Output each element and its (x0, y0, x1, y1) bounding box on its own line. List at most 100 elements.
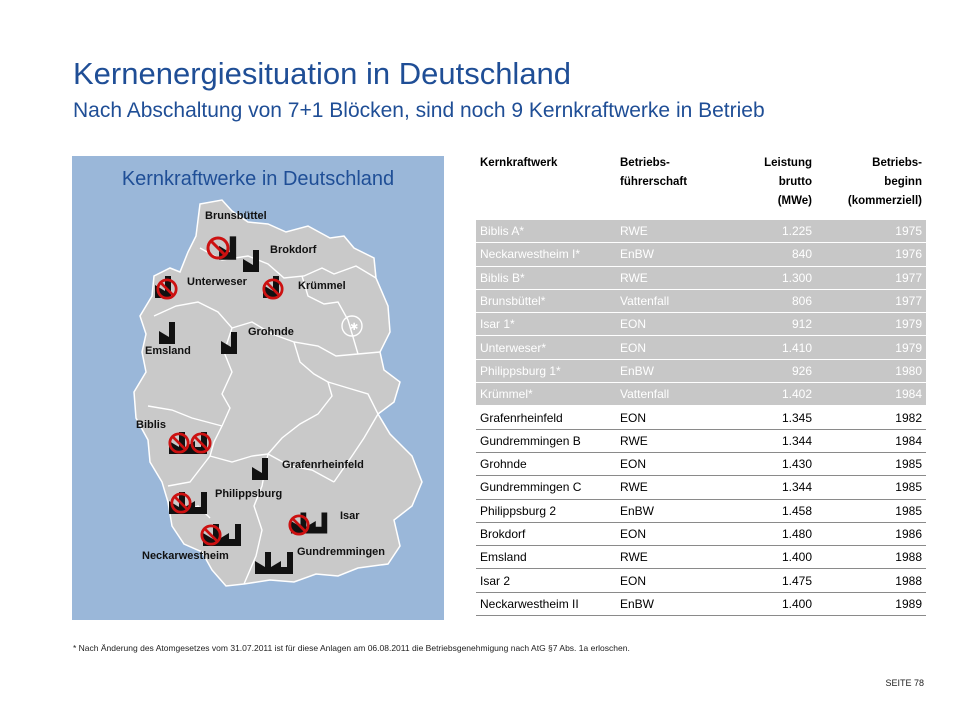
cell-start: 1989 (816, 592, 926, 617)
cell-operator: EON (616, 452, 726, 477)
cell-name: Gundremmingen C (476, 475, 616, 500)
header-power: Leistung brutto (MWe) (764, 157, 812, 207)
cell-power: 1.410 (726, 335, 816, 360)
cell-operator: EON (616, 568, 726, 593)
label-gundremmingen: Gundremmingen (297, 546, 386, 558)
cell-power: 1.475 (726, 568, 816, 593)
page-subtitle: Nach Abschaltung von 7+1 Blöcken, sind n… (73, 99, 765, 122)
cell-name: Grohnde (476, 452, 616, 477)
cell-start: 1986 (816, 522, 926, 547)
table-row: Brokdorf EON 1.480 1986 (476, 522, 926, 547)
cell-power: 840 (726, 242, 816, 267)
cell-name: Brokdorf (476, 522, 616, 547)
cell-name: Neckarwestheim I* (476, 242, 616, 267)
cell-operator: Vattenfall (616, 382, 726, 407)
cell-power: 1.430 (726, 452, 816, 477)
table-row: Brunsbüttel* Vattenfall 806 1977 (476, 289, 926, 314)
cell-power: 1.344 (726, 429, 816, 453)
label-kruemmel: Krümmel (298, 280, 346, 292)
cell-operator: RWE (616, 266, 726, 290)
cell-name: Isar 2 (476, 568, 616, 593)
plants-table-container: Kernkraftwerk Betriebs-führerschaft Leis… (476, 150, 926, 617)
label-biblis: Biblis (136, 419, 166, 431)
label-philippsburg: Philippsburg (215, 488, 283, 500)
cell-start: 1979 (816, 312, 926, 337)
table-row: Biblis B* RWE 1.300 1977 (476, 266, 926, 290)
label-neckarwestheim: Neckarwestheim (142, 550, 229, 562)
map-panel: ✱ Kernkraftwerke in Deutschland Brunsbüt… (72, 156, 444, 620)
table-row: Neckarwestheim I* EnBW 840 1976 (476, 242, 926, 267)
cell-start: 1988 (816, 568, 926, 593)
cell-start: 1977 (816, 266, 926, 290)
cell-operator: EnBW (616, 592, 726, 617)
header-operator: Betriebs-führerschaft (620, 157, 688, 188)
table-row: Philippsburg 1* EnBW 926 1980 (476, 359, 926, 384)
cell-operator: Vattenfall (616, 289, 726, 314)
table-row: Krümmel* Vattenfall 1.402 1984 (476, 382, 926, 407)
cell-operator: RWE (616, 429, 726, 453)
germany-land (133, 199, 423, 587)
label-grohnde: Grohnde (248, 326, 294, 338)
cell-operator: RWE (616, 475, 726, 500)
cell-name: Biblis B* (476, 266, 616, 290)
cell-start: 1979 (816, 335, 926, 360)
label-brokdorf: Brokdorf (270, 244, 317, 256)
cell-name: Philippsburg 1* (476, 359, 616, 384)
cell-power: 1.400 (726, 592, 816, 617)
page-number: SEITE 78 (885, 678, 924, 688)
cell-start: 1984 (816, 429, 926, 453)
table-row: Unterweser* EON 1.410 1979 (476, 335, 926, 360)
cell-operator: EON (616, 522, 726, 547)
cell-name: Brunsbüttel* (476, 289, 616, 314)
cell-operator: RWE (616, 545, 726, 570)
cell-operator: RWE (616, 220, 726, 244)
cell-name: Isar 1* (476, 312, 616, 337)
cell-power: 1.480 (726, 522, 816, 547)
cell-name: Krümmel* (476, 382, 616, 407)
label-isar: Isar (340, 510, 360, 522)
cell-name: Unterweser* (476, 335, 616, 360)
cell-power: 806 (726, 289, 816, 314)
header-start: Betriebs-beginn (kommerziell) (847, 157, 922, 207)
cell-start: 1977 (816, 289, 926, 314)
cell-power: 1.402 (726, 382, 816, 407)
cell-power: 1.458 (726, 499, 816, 523)
header-name: Kernkraftwerk (480, 157, 558, 169)
berlin-star: ✱ (350, 322, 358, 333)
cell-operator: EnBW (616, 499, 726, 523)
cell-operator: EON (616, 405, 726, 430)
table-row: Gundremmingen B RWE 1.344 1984 (476, 429, 926, 453)
cell-start: 1985 (816, 452, 926, 477)
table-row: Emsland RWE 1.400 1988 (476, 545, 926, 570)
cell-start: 1980 (816, 359, 926, 384)
cell-name: Gundremmingen B (476, 429, 616, 453)
map-title: Kernkraftwerke in Deutschland (121, 168, 395, 190)
cell-name: Emsland (476, 545, 616, 570)
table-row: Philippsburg 2 EnBW 1.458 1985 (476, 499, 926, 523)
table-row: Isar 1* EON 912 1979 (476, 312, 926, 337)
page-title: Kernenergiesituation in Deutschland (73, 56, 572, 91)
cell-start: 1988 (816, 545, 926, 570)
cell-start: 1985 (816, 475, 926, 500)
label-unterweser: Unterweser (187, 276, 247, 288)
berlin-outline (341, 315, 363, 337)
cell-operator: EnBW (616, 242, 726, 267)
cell-start: 1984 (816, 382, 926, 407)
cell-power: 1.300 (726, 266, 816, 290)
cell-power: 1.400 (726, 545, 816, 570)
label-grafenrheinfeld: Grafenrheinfeld (282, 459, 364, 471)
table-row: Neckarwestheim II EnBW 1.400 1989 (476, 592, 926, 617)
cell-name: Grafenrheinfeld (476, 405, 616, 430)
cell-start: 1976 (816, 242, 926, 267)
cell-name: Philippsburg 2 (476, 499, 616, 523)
cell-start: 1975 (816, 220, 926, 244)
cell-power: 926 (726, 359, 816, 384)
cell-name: Biblis A* (476, 220, 616, 244)
table-row: Isar 2 EON 1.475 1988 (476, 568, 926, 593)
cell-power: 1.345 (726, 405, 816, 430)
label-brunsbuettel: Brunsbüttel (205, 210, 267, 222)
cell-start: 1982 (816, 405, 926, 430)
table-row: Grohnde EON 1.430 1985 (476, 452, 926, 477)
cell-operator: EnBW (616, 359, 726, 384)
cell-operator: EON (616, 312, 726, 337)
